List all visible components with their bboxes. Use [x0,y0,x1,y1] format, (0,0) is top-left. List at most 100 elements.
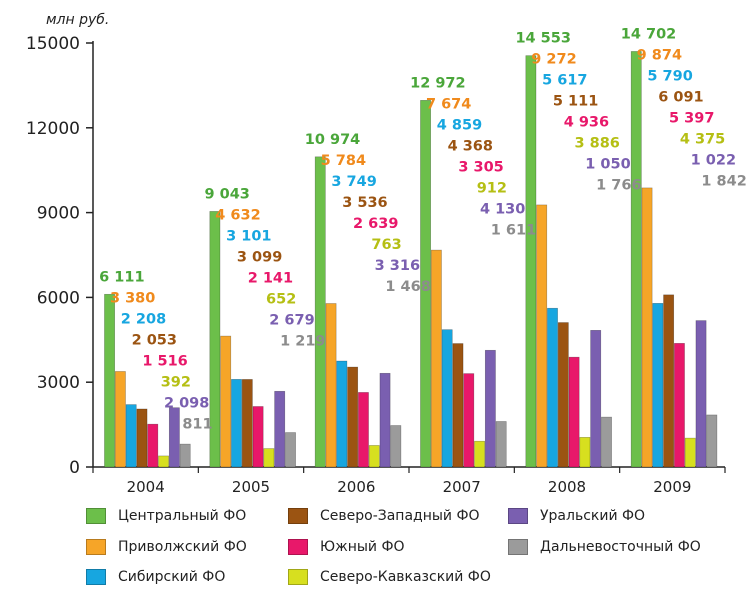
y-tick-label: 9000 [37,204,80,224]
bar [168,407,180,468]
data-labels-group: 6 111 3 380 2 208 2 053 1 516 392 2 098 811 9 04… [99,26,747,432]
legend-swatch [508,508,528,524]
legend-item-ural: Уральский ФО [508,506,645,526]
bar [241,379,253,468]
legend-label: Центральный ФО [118,508,247,524]
data-label: 5 784 [321,153,366,169]
bars-group [104,51,718,468]
legend-swatch [288,508,308,524]
data-label: 763 [371,237,401,253]
legend-label: Дальневосточный ФО [540,539,701,555]
x-tick-label: 2008 [548,478,586,496]
bar [557,322,569,468]
data-label: 4 375 [680,131,725,147]
data-label: 811 [182,416,212,432]
bar [674,343,685,468]
data-label: 4 130 [480,201,525,217]
bar [630,51,642,468]
legend-item-siberian: Сибирский ФО [86,567,225,587]
data-label: 14 702 [621,26,677,42]
data-label: 5 111 [553,94,598,110]
bar [430,249,442,468]
bar [495,421,507,468]
data-label: 1 611 [491,222,536,238]
legend: Центральный ФО Северо-Западный ФО Уральс… [86,506,746,586]
bar [641,187,653,468]
data-label: 5 790 [647,68,692,84]
legend-swatch [288,539,308,555]
data-label: 4 936 [564,115,609,131]
data-label: 9 043 [204,186,249,202]
bar [695,320,707,468]
bar [484,349,496,468]
legend-label: Уральский ФО [540,508,646,524]
data-label: 5 397 [669,110,714,126]
data-label: 4 632 [215,207,260,223]
bar [136,408,148,468]
data-label: 1 766 [596,178,641,194]
legend-label: Сибирский ФО [118,569,226,585]
data-label: 392 [161,374,191,390]
bar [325,303,337,468]
bar [547,307,558,468]
x-tick-label: 2006 [337,478,375,496]
data-label: 4 859 [437,117,482,133]
data-label: 912 [477,180,507,196]
bar [379,372,391,468]
data-label: 3 099 [237,249,282,265]
legend-item-fareast: Дальневосточный ФО [508,537,701,557]
data-label: 2 639 [353,216,398,232]
x-tick-label: 2007 [443,478,481,496]
data-label: 1 022 [691,152,736,168]
data-label: 14 553 [515,31,571,47]
bar [663,294,675,468]
data-label: 9 874 [637,47,682,63]
bar [463,373,475,468]
x-tick-label: 2009 [653,478,691,496]
legend-item-south: Южный ФО [288,537,405,557]
legend-swatch [508,539,528,555]
data-label: 1 516 [142,353,187,369]
data-label: 5 617 [542,73,587,89]
legend-label: Южный ФО [320,539,405,555]
bar [274,390,286,468]
legend-item-north-caucasus: Северо-Кавказский ФО [288,567,491,587]
bar [147,423,159,468]
bar [474,440,485,468]
y-tick-label: 12000 [26,119,80,139]
axes: 0 3000 6000 9000 12000 15000 2004 2005 2006 2007 2… [26,34,726,496]
legend-swatch [86,539,106,555]
data-label: 7 674 [426,96,471,112]
bar [158,455,169,468]
data-label: 3 101 [226,228,271,244]
legend-item-volga: Приволжский ФО [86,537,247,557]
bar [706,414,718,468]
bar [368,445,380,468]
bar [590,330,602,468]
data-label: 1 468 [385,279,430,295]
bar-chart: млн руб. 0 3000 6000 9000 12000 15000 2004 2005… [26,12,747,496]
data-label: 1 050 [585,157,630,173]
y-tick-label: 6000 [37,288,80,308]
bar [601,416,612,468]
bar [441,329,453,468]
y-tick-label: 3000 [37,373,80,393]
data-label: 10 974 [305,132,361,148]
legend-label: Приволжский ФО [118,539,247,555]
bar [220,335,232,468]
bar [347,366,359,468]
bar [104,293,115,468]
legend-label: Северо-Кавказский ФО [320,569,491,585]
bar [231,379,242,468]
bar [420,100,431,468]
legend-swatch [86,569,106,585]
legend-item-central: Центральный ФО [86,506,246,526]
legend-swatch [86,508,106,524]
bar [125,404,137,468]
bar [285,432,296,468]
x-tick-label: 2004 [127,478,165,496]
bar [536,204,548,468]
bar [358,392,369,468]
legend-swatch [288,569,308,585]
bar [579,437,591,468]
